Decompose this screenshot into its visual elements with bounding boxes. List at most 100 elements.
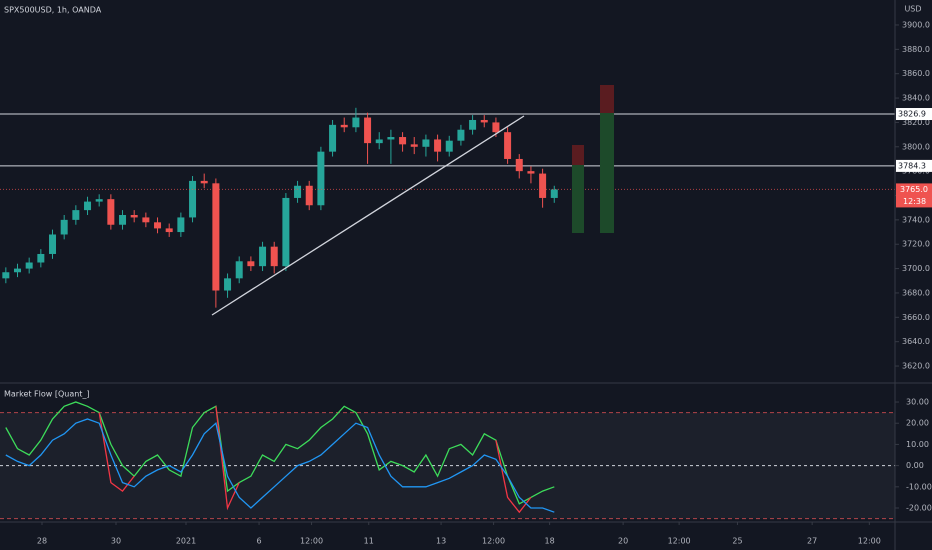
candle-body [329,124,337,152]
candle-body [305,185,313,206]
x-tick-label: 30 [111,537,121,546]
candle-body [457,129,465,141]
y-tick-label: 3820.0 [902,118,930,127]
candle-body [539,173,547,198]
candle-body [130,214,138,218]
candle-body [317,151,325,206]
indicator-line [5,401,555,505]
candle-body [480,119,488,123]
countdown: 12:38 [903,197,926,206]
y-tick-label: 3680.0 [902,288,930,297]
x-tick-label: 12:00 [668,537,691,546]
candle-body [270,246,278,267]
y-tick-label: 3860.0 [902,69,930,78]
y-tick-label: 3880.0 [902,45,930,54]
candle-body [422,139,430,147]
y-tick-label: -10.00 [906,482,932,491]
y-tick-label: 3640.0 [902,337,930,346]
level-label: 3826.9 [898,110,926,119]
candle-body [165,228,173,233]
candle-body [410,144,418,147]
y-tick-label: 0.00 [906,461,924,470]
candle-body [375,139,383,144]
level-tag [896,108,932,121]
x-tick-label: 18 [545,537,555,546]
last-price-label: 3765.0 [900,185,928,194]
reward-box [572,165,584,233]
symbol-title: SPX500USD, 1h, OANDA [4,6,102,15]
x-tick-label: 11 [364,537,374,546]
y-tick-label: 3700.0 [902,264,930,273]
candle-body [294,185,302,198]
candle-body [527,171,535,174]
reward-box [600,113,614,233]
candle-body [550,189,558,198]
x-tick-label: 27 [807,537,817,546]
level-label: 3784.3 [898,161,926,170]
x-tick-label: 28 [37,537,47,546]
candle-body [247,261,255,267]
x-tick-label: 20 [618,537,628,546]
candle-body [434,139,442,152]
x-tick-label: 12:00 [482,537,505,546]
level-tag [896,159,932,172]
indicator-title: Market Flow [Quant_] [4,390,90,399]
currency: USD [904,5,921,14]
candle-body [200,180,208,184]
risk-box [572,145,584,165]
candle-body [95,199,103,202]
candle-body [212,183,220,291]
x-tick-label: 13 [436,537,446,546]
candle-body [504,132,512,159]
trend-line [211,115,525,316]
x-tick-label: 12:00 [858,537,881,546]
x-tick-label: 25 [732,537,742,546]
x-tick-label: 12:00 [300,537,323,546]
candle-body [37,253,45,263]
y-tick-label: -20.00 [906,504,932,513]
candle-body [469,119,477,130]
candle-body [177,217,185,233]
plot-layer: 28 30 2021 6 12:00 11 13 12:00 18 20 12:00 25 27 12:0… [0,20,932,546]
last-price-tag [896,183,932,208]
candle-body [60,219,68,235]
candle-body [154,222,162,229]
candle-body [492,122,500,133]
candle-body [282,197,290,267]
candle-body [25,262,33,269]
y-tick-label: 3800.0 [902,142,930,151]
x-tick-label: 6 [257,537,262,546]
y-tick-label: 20.00 [906,419,929,428]
candle-body [14,268,22,273]
candle-body [84,201,92,211]
candle-body [49,234,57,254]
candle-body [387,137,395,140]
candle-body [364,117,372,144]
risk-box [600,85,614,113]
candle-body [235,261,243,279]
candle-body [2,272,10,279]
candle-body [107,199,115,225]
x-tick-label: 2021 [176,537,196,546]
candle-body [340,124,348,128]
candle-body [399,137,407,145]
candle-body [352,117,360,128]
candle-body [259,246,267,267]
candle-body [224,278,232,291]
y-tick-label: 3620.0 [902,362,930,371]
y-tick-label: 3660.0 [902,313,930,322]
candle-body [72,210,80,220]
y-tick-label: 3720.0 [902,240,930,249]
y-tick-label: 3840.0 [902,94,930,103]
candle-body [189,180,197,218]
indicator-line [5,418,555,513]
y-tick-label: 3900.0 [902,20,930,29]
candle-body [142,217,150,223]
y-tick-label: 30.00 [906,398,929,407]
candle-body [119,214,127,225]
candle-body [515,158,523,172]
y-tick-label: 3740.0 [902,215,930,224]
candle-body [445,140,453,152]
